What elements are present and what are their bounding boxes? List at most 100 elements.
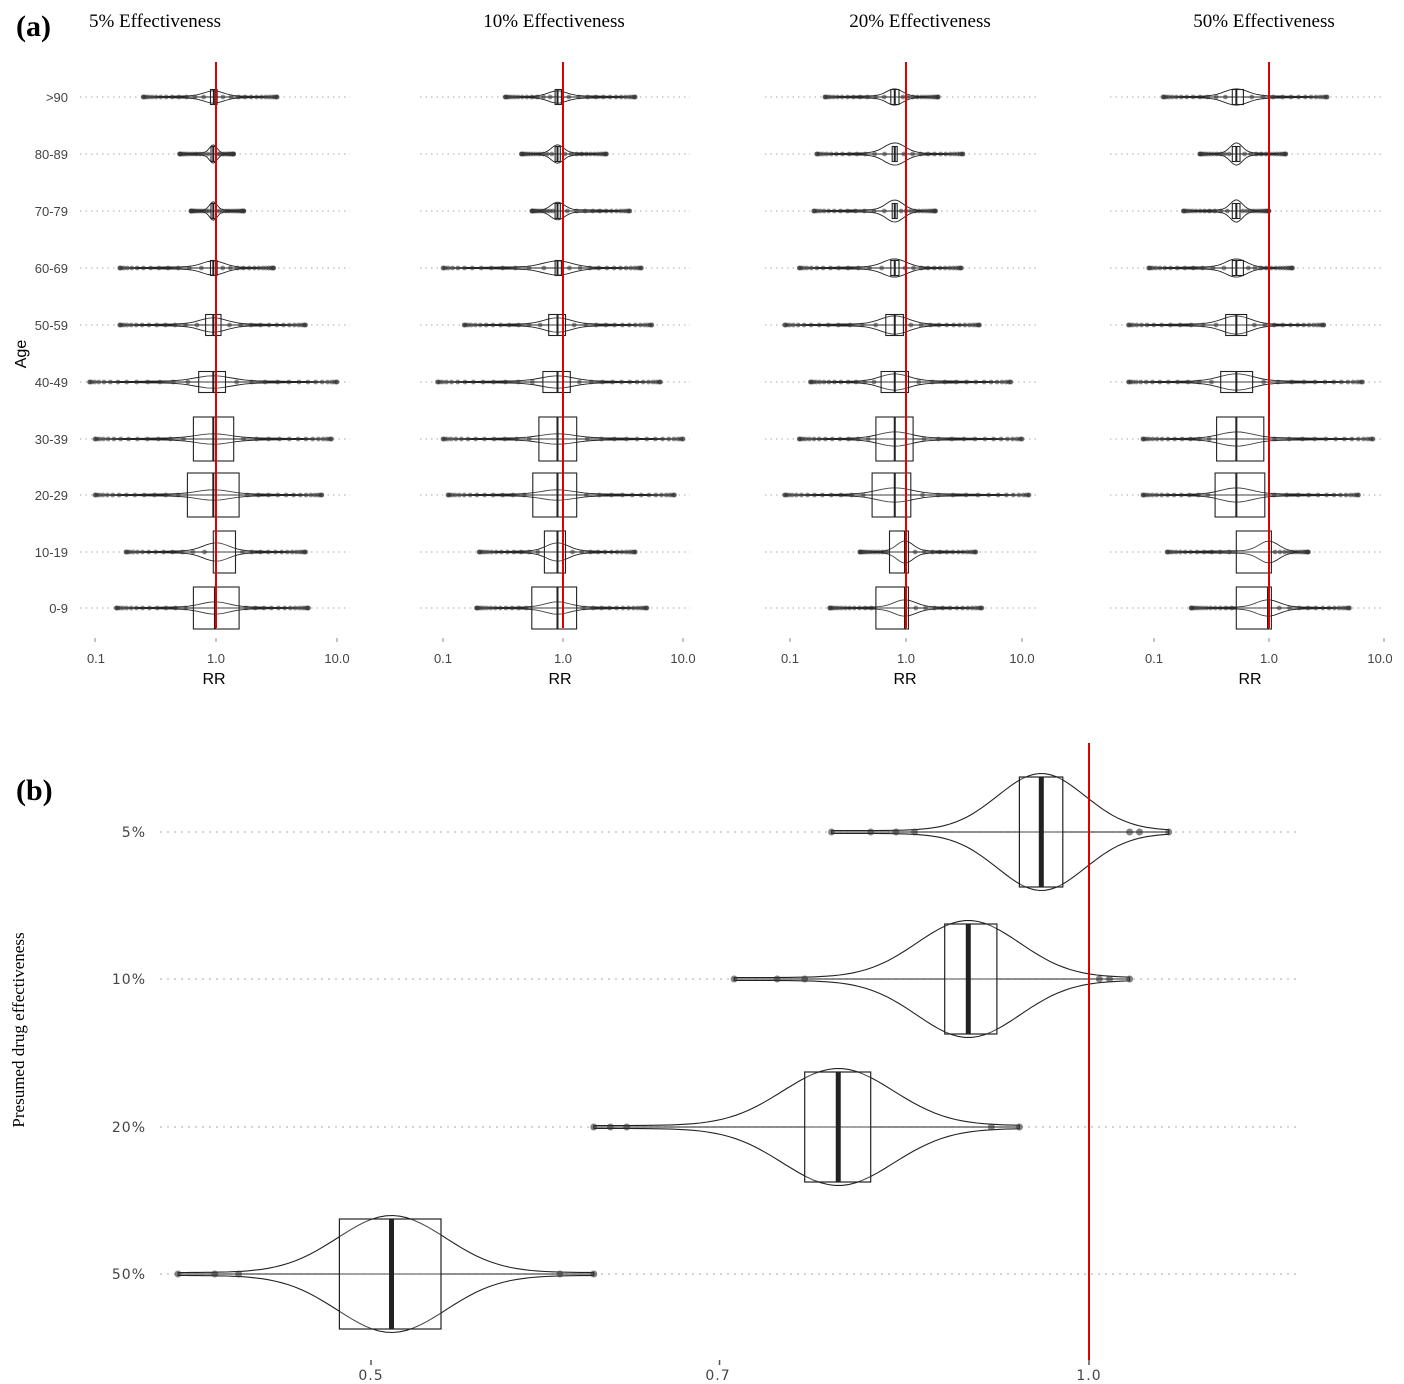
outlier-point: [503, 605, 509, 611]
outlier-point: [234, 265, 240, 271]
outlier-point: [1272, 549, 1278, 555]
outlier-point: [824, 151, 830, 157]
outlier-point: [951, 151, 957, 157]
outlier-point: [289, 549, 295, 555]
outlier-point: [236, 94, 241, 100]
outlier-point: [1206, 436, 1212, 442]
outlier-point: [282, 605, 288, 611]
outlier-point: [1210, 265, 1216, 271]
outlier-point: [275, 379, 281, 385]
outlier-point: [1306, 492, 1311, 498]
outlier-point: [512, 265, 518, 271]
outlier-point: [867, 828, 875, 836]
outlier-point: [291, 492, 296, 498]
outlier-point: [544, 151, 550, 157]
outlier-point: [238, 322, 244, 328]
outlier-point: [516, 322, 521, 328]
outlier-point: [613, 94, 619, 100]
outlier-point: [518, 549, 524, 555]
outlier-point: [1195, 492, 1201, 498]
outlier-point: [1185, 379, 1191, 385]
outlier-point: [92, 379, 98, 385]
outlier-point: [588, 151, 594, 157]
outlier-point: [449, 379, 454, 385]
outlier-point: [1157, 379, 1163, 385]
age-label: 30-39: [35, 432, 68, 447]
outlier-point: [947, 605, 953, 611]
outlier-point: [949, 436, 955, 442]
outlier-point: [111, 436, 117, 442]
outlier-point: [1296, 94, 1301, 100]
outlier-point: [190, 549, 196, 555]
x-axis-title: RR: [1238, 671, 1261, 688]
outlier-point: [482, 436, 487, 442]
outlier-point: [130, 549, 136, 555]
outlier-point: [821, 208, 827, 214]
outlier-point: [1178, 492, 1184, 498]
outlier-point: [675, 436, 681, 442]
outlier-point: [618, 265, 623, 271]
outlier-point: [600, 379, 605, 385]
outlier-point: [614, 605, 619, 611]
outlier-point: [1225, 208, 1230, 214]
outlier-point: [1229, 605, 1235, 611]
outlier-point: [590, 605, 596, 611]
outlier-point: [1295, 322, 1300, 328]
outlier-point: [1143, 379, 1149, 385]
outlier-point: [1247, 208, 1253, 214]
outlier-point: [950, 492, 956, 498]
outlier-point: [851, 605, 857, 611]
outlier-point: [1172, 436, 1178, 442]
outlier-point: [249, 549, 255, 555]
outlier-point: [263, 265, 269, 271]
outlier-point: [1288, 322, 1293, 328]
outlier-point: [274, 322, 280, 328]
outlier-point: [1312, 379, 1318, 385]
outlier-point: [276, 605, 281, 611]
outlier-point: [325, 379, 330, 385]
outlier-point: [510, 492, 516, 498]
outlier-point: [620, 322, 625, 328]
outlier-point: [1343, 492, 1349, 498]
outlier-point: [1258, 265, 1264, 271]
outlier-point: [293, 549, 299, 555]
outlier-point: [491, 379, 496, 385]
outlier-point: [541, 265, 547, 271]
outlier-point: [861, 208, 867, 214]
outlier-point: [601, 94, 606, 100]
outlier-point: [845, 208, 850, 214]
outlier-point: [831, 208, 837, 214]
x-tick-label: 1.0: [554, 651, 572, 666]
outlier-point: [998, 436, 1004, 442]
outlier-point: [1326, 605, 1332, 611]
outlier-point: [128, 322, 134, 328]
outlier-point: [817, 379, 823, 385]
outlier-point: [1221, 265, 1227, 271]
outlier-point: [587, 265, 593, 271]
outlier-point: [862, 605, 868, 611]
outlier-point: [621, 208, 627, 214]
outlier-point: [828, 828, 836, 836]
outlier-point: [912, 208, 918, 214]
outlier-point: [1213, 94, 1219, 100]
outlier-point: [1268, 265, 1274, 271]
outlier-point: [181, 436, 186, 442]
outlier-point: [516, 605, 522, 611]
outlier-point: [227, 322, 232, 328]
outlier-point: [484, 605, 490, 611]
outlier-point: [252, 605, 258, 611]
outlier-point: [1305, 605, 1311, 611]
outlier-point: [1331, 492, 1337, 498]
outlier-point: [488, 605, 494, 611]
outlier-point: [1322, 379, 1328, 385]
outlier-point: [1150, 436, 1156, 442]
outlier-point: [667, 492, 673, 498]
outlier-point: [839, 94, 845, 100]
outlier-point: [623, 265, 629, 271]
outlier-point: [183, 605, 189, 611]
age-label: 60-69: [35, 261, 68, 276]
outlier-point: [100, 492, 106, 498]
x-tick-label: 0.1: [781, 651, 799, 666]
outlier-point: [624, 436, 629, 442]
box: [888, 530, 910, 574]
